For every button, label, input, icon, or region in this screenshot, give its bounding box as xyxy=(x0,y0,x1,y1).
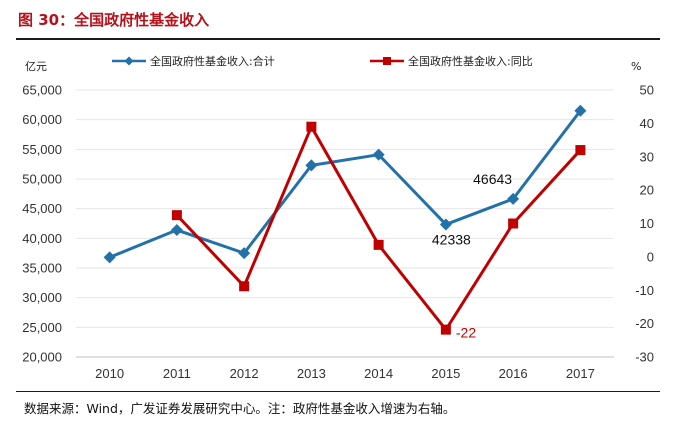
data-labels: 46643 42338 -22 xyxy=(432,171,512,341)
left-tick-label: 40,000 xyxy=(22,231,62,246)
legend-marker xyxy=(383,57,391,65)
right-tick-label: 40 xyxy=(640,116,654,131)
x-tick-label: 2013 xyxy=(297,366,326,381)
left-axis-ticks: 20,000 25,000 30,000 35,000 40,000 45,000 50,0… xyxy=(22,83,62,365)
x-tick-label: 2012 xyxy=(230,366,259,381)
right-tick-label: 10 xyxy=(640,216,654,231)
source-note: 数据来源：Wind，广发证券发展研究中心。注：政府性基金收入增速为右轴。 xyxy=(24,401,456,416)
data-point-total xyxy=(507,192,520,205)
data-label: -22 xyxy=(456,325,476,341)
x-tick-label: 2014 xyxy=(364,366,393,381)
x-tick-label: 2017 xyxy=(566,366,595,381)
data-point-total xyxy=(372,148,385,161)
right-tick-label: -20 xyxy=(635,316,654,331)
x-tick-label: 2011 xyxy=(163,366,191,381)
data-label: 42338 xyxy=(432,231,471,247)
left-tick-label: 65,000 xyxy=(22,83,62,98)
data-point-yoy xyxy=(440,324,451,335)
gridlines xyxy=(76,89,614,358)
legend: 全国政府性基金收入:合计 全国政府性基金收入:同比 xyxy=(112,54,533,68)
right-tick-label: 20 xyxy=(640,183,654,198)
data-point-yoy xyxy=(239,281,250,292)
data-point-total xyxy=(170,224,183,237)
data-point-total xyxy=(439,218,452,231)
right-tick-label: -10 xyxy=(635,283,654,298)
data-point-yoy xyxy=(508,218,519,229)
data-point-yoy xyxy=(373,239,384,250)
left-tick-label: 25,000 xyxy=(22,320,62,335)
left-tick-label: 45,000 xyxy=(22,201,62,216)
left-tick-label: 20,000 xyxy=(22,350,62,365)
data-label: 46643 xyxy=(473,171,512,187)
figure-title: 图 30：全国政府性基金收入 xyxy=(18,11,210,29)
right-axis-ticks: -30 -20 -10 0 10 20 30 40 50 xyxy=(635,83,654,365)
footer-rule xyxy=(16,391,660,392)
left-tick-label: 55,000 xyxy=(22,142,62,157)
data-point-yoy xyxy=(306,121,317,132)
legend-marker xyxy=(124,56,134,66)
data-point-total xyxy=(103,251,116,264)
x-tick-label: 2016 xyxy=(499,366,528,381)
right-tick-label: 0 xyxy=(647,249,654,264)
series-layer xyxy=(103,104,587,335)
data-point-total xyxy=(238,247,251,260)
right-tick-label: 50 xyxy=(640,83,654,98)
left-axis-unit: 亿元 xyxy=(25,60,47,73)
data-point-total xyxy=(305,159,318,172)
data-point-total xyxy=(574,104,587,117)
left-tick-label: 35,000 xyxy=(22,261,62,276)
x-tick-label: 2010 xyxy=(95,366,124,381)
right-tick-label: 30 xyxy=(640,149,654,164)
legend-label: 全国政府性基金收入:同比 xyxy=(408,54,533,68)
left-tick-label: 50,000 xyxy=(22,172,62,187)
series-line-total xyxy=(109,109,582,259)
x-tick-label: 2015 xyxy=(431,366,460,381)
x-axis-ticks: 2010 2011 2012 2013 2014 2015 2016 2017 xyxy=(95,366,595,381)
title-rule xyxy=(16,38,660,40)
right-axis-unit: % xyxy=(631,60,641,73)
data-point-yoy xyxy=(575,145,586,156)
left-tick-label: 60,000 xyxy=(22,112,62,127)
legend-label: 全国政府性基金收入:合计 xyxy=(150,54,275,68)
left-tick-label: 30,000 xyxy=(22,290,62,305)
data-point-yoy xyxy=(171,210,182,221)
right-tick-label: -30 xyxy=(635,350,654,365)
